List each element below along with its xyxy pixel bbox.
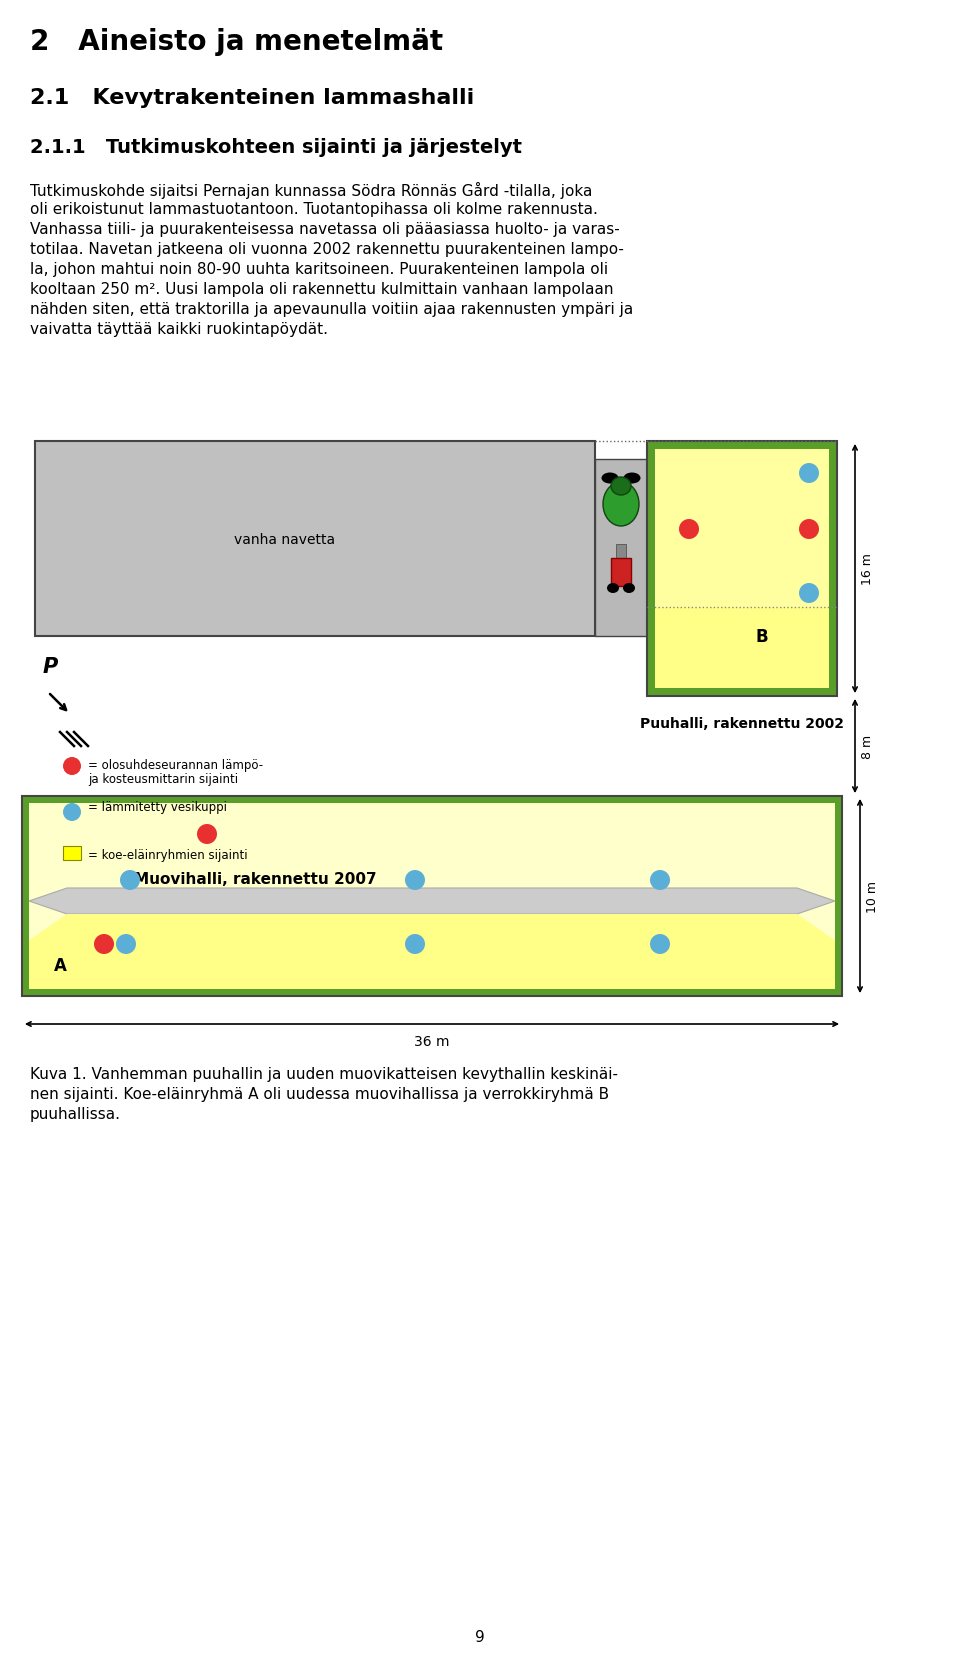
Text: 10 m: 10 m — [866, 880, 879, 913]
Circle shape — [799, 464, 819, 484]
Text: totilaa. Navetan jatkeena oli vuonna 2002 rakennettu puurakenteinen lampo-: totilaa. Navetan jatkeena oli vuonna 200… — [30, 242, 624, 257]
Bar — [29, 804, 835, 989]
Circle shape — [63, 757, 81, 775]
Text: Vanhassa tiili- ja puurakenteisessa navetassa oli pääasiassa huolto- ja varas-: Vanhassa tiili- ja puurakenteisessa nave… — [30, 222, 620, 237]
Text: A: A — [54, 956, 67, 974]
Text: 9: 9 — [475, 1629, 485, 1644]
Polygon shape — [29, 888, 835, 915]
Ellipse shape — [607, 583, 619, 593]
Text: 2.1.1   Tutkimuskohteen sijainti ja järjestelyt: 2.1.1 Tutkimuskohteen sijainti ja järjes… — [30, 138, 522, 157]
Ellipse shape — [623, 474, 640, 484]
Text: 16 m: 16 m — [861, 553, 874, 585]
Ellipse shape — [611, 477, 631, 495]
Circle shape — [120, 870, 140, 890]
Bar — [647, 442, 837, 696]
Bar — [655, 449, 829, 689]
Bar — [22, 797, 842, 996]
Text: Tutkimuskohde sijaitsi Pernajan kunnassa Södra Rönnäs Gård -tilalla, joka: Tutkimuskohde sijaitsi Pernajan kunnassa… — [30, 182, 592, 199]
Circle shape — [650, 870, 670, 890]
Circle shape — [679, 520, 699, 540]
Text: kooltaan 250 m². Uusi lampola oli rakennettu kulmittain vanhaan lampolaan: kooltaan 250 m². Uusi lampola oli rakenn… — [30, 282, 613, 297]
Circle shape — [116, 935, 136, 954]
Text: nen sijainti. Koe-eläinryhmä A oli uudessa muovihallissa ja verrokkiryhmä B: nen sijainti. Koe-eläinryhmä A oli uudes… — [30, 1087, 610, 1102]
Text: = lämmitetty vesikuppi: = lämmitetty vesikuppi — [88, 800, 227, 814]
Circle shape — [799, 583, 819, 603]
Text: 8 m: 8 m — [861, 734, 874, 759]
Text: nähden siten, että traktorilla ja apevaunulla voitiin ajaa rakennusten ympäri ja: nähden siten, että traktorilla ja apevau… — [30, 302, 634, 316]
Circle shape — [197, 825, 217, 845]
Text: = olosuhdeseurannan lämpö-: = olosuhdeseurannan lämpö- — [88, 759, 263, 772]
Text: P: P — [42, 656, 58, 676]
Circle shape — [63, 804, 81, 822]
Circle shape — [799, 520, 819, 540]
Text: B: B — [756, 628, 768, 646]
Text: 2   Aineisto ja menetelmät: 2 Aineisto ja menetelmät — [30, 28, 444, 56]
Ellipse shape — [603, 482, 639, 527]
Circle shape — [405, 935, 425, 954]
Text: ja kosteusmittarin sijainti: ja kosteusmittarin sijainti — [88, 772, 238, 785]
Bar — [63, 847, 81, 860]
Ellipse shape — [623, 583, 635, 593]
Text: vaivatta täyttää kaikki ruokintapöydät.: vaivatta täyttää kaikki ruokintapöydät. — [30, 321, 328, 336]
Text: 2.1   Kevytrakenteinen lammashalli: 2.1 Kevytrakenteinen lammashalli — [30, 88, 474, 108]
Bar — [616, 545, 626, 558]
Ellipse shape — [602, 474, 618, 484]
Bar — [35, 442, 595, 636]
Polygon shape — [29, 915, 835, 989]
Circle shape — [405, 870, 425, 890]
Text: Muovihalli, rakennettu 2007: Muovihalli, rakennettu 2007 — [133, 872, 376, 886]
Text: vanha navetta: vanha navetta — [234, 532, 336, 547]
Bar — [611, 558, 631, 587]
Text: puuhallissa.: puuhallissa. — [30, 1107, 121, 1122]
Text: = koe-eläinryhmien sijainti: = koe-eläinryhmien sijainti — [88, 848, 248, 862]
Bar — [595, 459, 647, 636]
Circle shape — [650, 935, 670, 954]
Bar — [655, 449, 829, 608]
Circle shape — [94, 935, 114, 954]
Text: 36 m: 36 m — [415, 1034, 449, 1049]
Text: oli erikoistunut lammastuotantoon. Tuotantopihassa oli kolme rakennusta.: oli erikoistunut lammastuotantoon. Tuota… — [30, 202, 598, 217]
Text: la, johon mahtui noin 80-90 uuhta karitsoineen. Puurakenteinen lampola oli: la, johon mahtui noin 80-90 uuhta karits… — [30, 262, 608, 277]
Text: Kuva 1. Vanhemman puuhallin ja uuden muovikatteisen kevythallin keskinäi-: Kuva 1. Vanhemman puuhallin ja uuden muo… — [30, 1067, 618, 1082]
Text: Puuhalli, rakennettu 2002: Puuhalli, rakennettu 2002 — [640, 716, 844, 731]
